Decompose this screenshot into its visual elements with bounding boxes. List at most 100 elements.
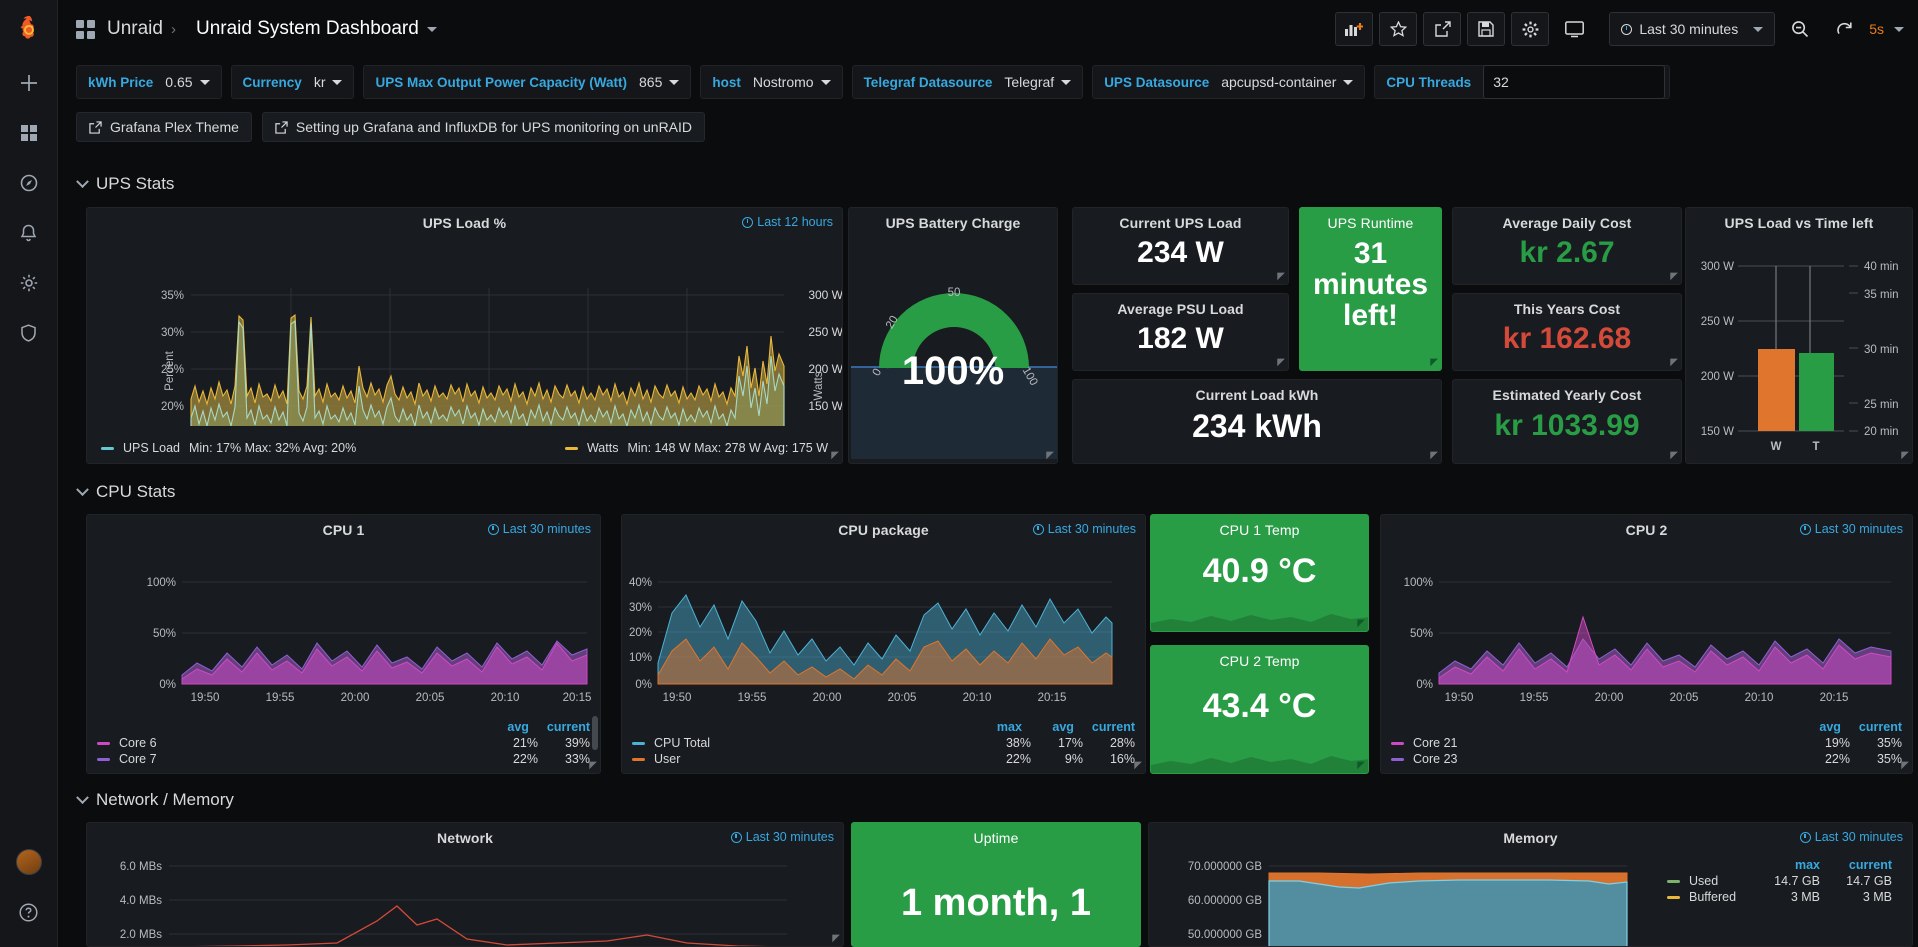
- nav-dashboards-icon[interactable]: [0, 108, 58, 158]
- nav-shield-icon[interactable]: [0, 308, 58, 358]
- legend-header[interactable]: current: [1848, 858, 1892, 872]
- legend-header[interactable]: current: [1858, 720, 1902, 734]
- legend-header[interactable]: max: [1794, 858, 1820, 872]
- chevron-down-icon[interactable]: [820, 79, 831, 85]
- panel-resize-handle[interactable]: ◤: [1277, 357, 1285, 368]
- legend-row[interactable]: Core 6 21% 39%: [87, 735, 600, 751]
- panel-resize-handle[interactable]: ◤: [1901, 450, 1909, 461]
- panel-resize-handle[interactable]: ◤: [1670, 450, 1678, 461]
- variable-value[interactable]: 0.65: [165, 74, 210, 90]
- panel-time-range[interactable]: Last 30 minutes: [487, 522, 591, 536]
- panel-resize-handle[interactable]: ◤: [1134, 760, 1142, 771]
- panel-time-range[interactable]: Last 30 minutes: [1032, 522, 1136, 536]
- section-row-network-memory[interactable]: Network / Memory: [58, 786, 234, 814]
- refresh-icon[interactable]: [1825, 12, 1863, 46]
- nav-alerting-icon[interactable]: [0, 208, 58, 258]
- left-nav-rail[interactable]: [0, 0, 58, 947]
- panel-estimated-yearly-cost[interactable]: Estimated Yearly Cost kr 1033.99 ◤: [1452, 379, 1682, 464]
- nav-configuration-icon[interactable]: [0, 258, 58, 308]
- save-icon[interactable]: [1467, 12, 1506, 46]
- panel-current-ups-load[interactable]: Current UPS Load 234 W ◤: [1072, 207, 1289, 285]
- panel-current-load-kwh[interactable]: Current Load kWh 234 kWh ◤: [1072, 379, 1442, 464]
- chevron-down-icon[interactable]: [199, 79, 210, 85]
- panel-cpu-1[interactable]: CPU 1 Last 30 minutes 100% 50% 0% 19:50 …: [86, 514, 601, 774]
- panel-ups-runtime[interactable]: UPS Runtime 31 minutes left! ◤: [1299, 207, 1442, 371]
- nav-explore-icon[interactable]: [0, 158, 58, 208]
- legend-series-name[interactable]: Core 6: [119, 736, 157, 750]
- variable-ups-datasource[interactable]: UPS Datasource apcupsd-container: [1092, 65, 1366, 99]
- legend-series-name[interactable]: UPS Load: [123, 441, 180, 455]
- breadcrumb-root[interactable]: Unraid: [107, 18, 163, 39]
- nav-create-icon[interactable]: [0, 58, 58, 108]
- legend-series-name[interactable]: Watts: [586, 441, 619, 455]
- zoom-out-icon[interactable]: [1781, 12, 1819, 46]
- legend-header[interactable]: current: [546, 720, 590, 734]
- variable-value[interactable]: Telegraf: [1004, 74, 1072, 90]
- legend-series-name[interactable]: Core 21: [1413, 736, 1458, 750]
- panel-time-range[interactable]: Last 12 hours: [742, 215, 833, 229]
- panel-resize-handle[interactable]: ◤: [831, 450, 839, 461]
- title-chevron-down-icon[interactable]: [426, 26, 437, 32]
- panel-this-years-cost[interactable]: This Years Cost kr 162.68 ◤: [1452, 293, 1682, 371]
- panel-resize-handle[interactable]: ◤: [1357, 618, 1365, 629]
- legend-row[interactable]: Core 7 22% 33%: [87, 751, 600, 767]
- section-row-ups-stats[interactable]: UPS Stats: [58, 170, 174, 198]
- legend-series-name[interactable]: Core 23: [1413, 752, 1458, 766]
- grafana-logo-icon[interactable]: [0, 0, 58, 58]
- refresh-chevron-down-icon[interactable]: [1894, 26, 1904, 32]
- variable-value[interactable]: Nostromo: [753, 74, 831, 90]
- refresh-interval-label[interactable]: 5s: [1869, 21, 1884, 37]
- panel-resize-handle[interactable]: ◤: [1277, 271, 1285, 282]
- variable-value[interactable]: 865: [639, 74, 680, 90]
- panel-resize-handle[interactable]: ◤: [1046, 450, 1054, 461]
- legend-series-name[interactable]: CPU Total: [654, 736, 711, 750]
- panel-cpu-2[interactable]: CPU 2 Last 30 minutes 100% 50% 0% 19:50 …: [1380, 514, 1913, 774]
- page-title[interactable]: Unraid System Dashboard: [195, 18, 419, 39]
- legend-header[interactable]: avg: [1052, 720, 1074, 734]
- add-panel-icon[interactable]: [1335, 12, 1374, 46]
- share-icon[interactable]: [1423, 12, 1462, 46]
- panel-cpu-package[interactable]: CPU package Last 30 minutes 40% 30% 20% …: [621, 514, 1146, 774]
- gear-icon[interactable]: [1511, 12, 1550, 46]
- panel-ups-load-vs-time-left[interactable]: UPS Load vs Time left 300 W 250 W 200 W …: [1685, 207, 1913, 464]
- panel-memory[interactable]: Memory Last 30 minutes 70.000000 GB 60.0…: [1148, 822, 1913, 947]
- panel-resize-handle[interactable]: ◤: [1670, 357, 1678, 368]
- dashboard-grid-icon[interactable]: [76, 19, 95, 39]
- panel-resize-handle[interactable]: ◤: [1430, 450, 1438, 461]
- panel-resize-handle[interactable]: ◤: [1430, 357, 1438, 368]
- panel-cpu-1-temp[interactable]: CPU 1 Temp 40.9 °C ◤: [1150, 514, 1369, 632]
- variable-currency[interactable]: Currency kr: [230, 65, 355, 99]
- variable-value[interactable]: kr: [314, 74, 343, 90]
- legend-series-name[interactable]: Core 7: [119, 752, 157, 766]
- legend-header[interactable]: avg: [1819, 720, 1841, 734]
- chevron-down-icon[interactable]: [1061, 79, 1072, 85]
- panel-time-range[interactable]: Last 30 minutes: [1799, 522, 1903, 536]
- panel-ups-battery-charge[interactable]: UPS Battery Charge 0 20 50 100 100% ◤: [848, 207, 1058, 464]
- chevron-down-icon[interactable]: [1343, 79, 1354, 85]
- panel-network[interactable]: Network Last 30 minutes 6.0 MBs 4.0 MBs …: [86, 822, 844, 947]
- legend-series-name[interactable]: Used: [1689, 874, 1719, 888]
- legend-scrollbar[interactable]: [592, 716, 598, 750]
- cpu-threads-input[interactable]: [1483, 65, 1666, 99]
- dashboard-link-plex-theme[interactable]: Grafana Plex Theme: [76, 112, 252, 142]
- help-icon[interactable]: [0, 887, 58, 937]
- variable-ups-max-output[interactable]: UPS Max Output Power Capacity (Watt) 865: [363, 65, 692, 99]
- panel-ups-load-percent[interactable]: UPS Load % Last 12 hours 35% 30% 25% 20%…: [86, 207, 843, 464]
- chevron-down-icon[interactable]: [669, 79, 680, 85]
- panel-uptime[interactable]: Uptime 1 month, 1: [851, 822, 1141, 947]
- legend-row[interactable]: Core 23 22% 35%: [1381, 751, 1912, 767]
- chevron-down-icon[interactable]: [332, 79, 343, 85]
- panel-average-daily-cost[interactable]: Average Daily Cost kr 2.67 ◤: [1452, 207, 1682, 285]
- legend-row[interactable]: User 22% 9% 16%: [622, 751, 1145, 767]
- legend-series-name[interactable]: User: [654, 752, 681, 766]
- legend-row[interactable]: Used 14.7 GB 14.7 GB: [1657, 873, 1902, 889]
- legend-header[interactable]: avg: [507, 720, 529, 734]
- variable-value[interactable]: apcupsd-container: [1221, 74, 1354, 90]
- panel-average-psu-load[interactable]: Average PSU Load 182 W ◤: [1072, 293, 1289, 371]
- time-chevron-down-icon[interactable]: [1753, 26, 1764, 32]
- panel-resize-handle[interactable]: ◤: [832, 933, 840, 944]
- variable-telegraf-datasource[interactable]: Telegraf Datasource Telegraf: [851, 65, 1084, 99]
- panel-resize-handle[interactable]: ◤: [1357, 760, 1365, 771]
- section-row-cpu-stats[interactable]: CPU Stats: [58, 478, 175, 506]
- panel-time-range[interactable]: Last 30 minutes: [1799, 830, 1903, 844]
